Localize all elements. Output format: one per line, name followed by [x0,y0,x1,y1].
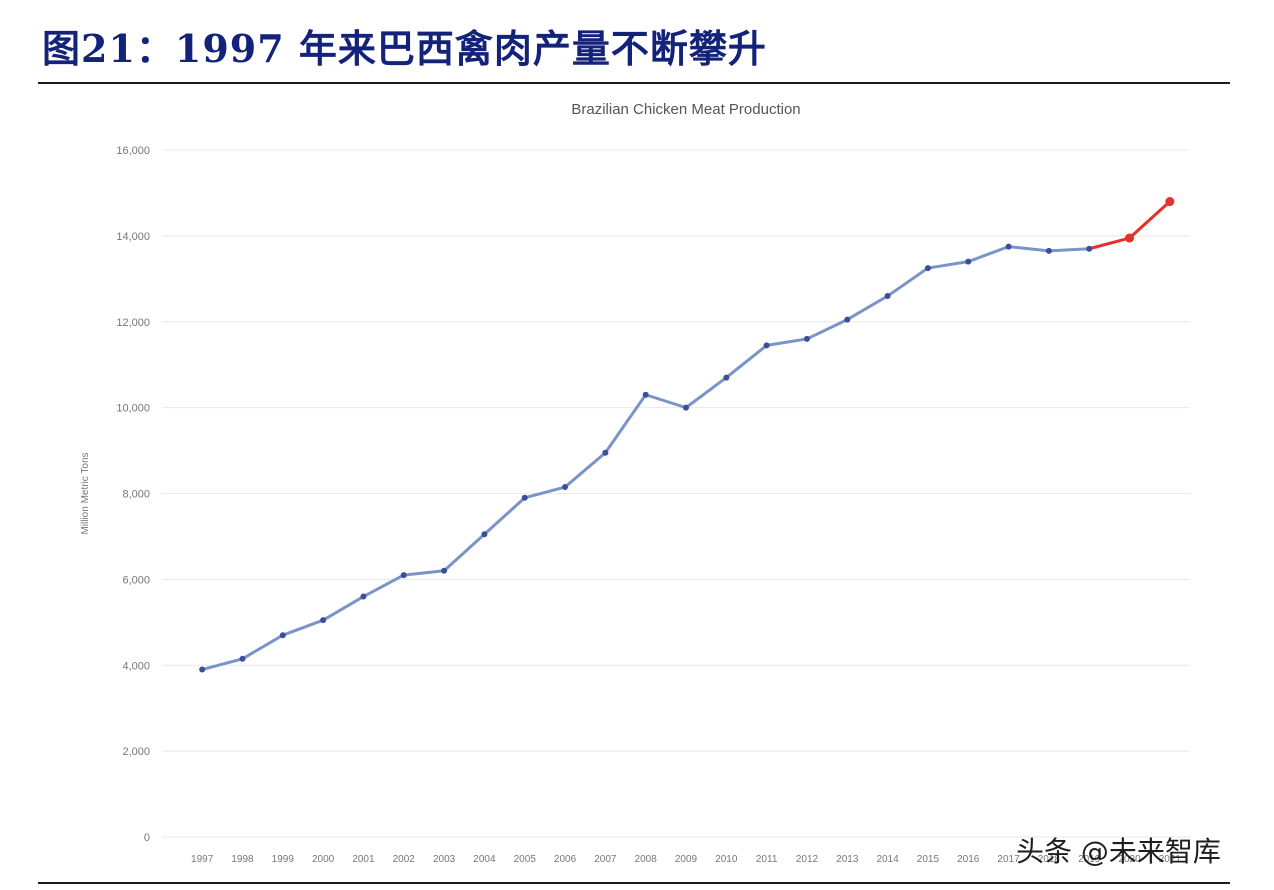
x-tick-label: 1999 [272,854,295,865]
data-point [723,374,730,381]
series-production [201,200,1171,671]
chart-title: Brazilian Chicken Meat Production [571,101,800,118]
x-tick-label: 2019 [1078,854,1101,865]
data-point [803,335,810,342]
x-tick-label: 2004 [473,854,496,865]
data-point [562,484,569,491]
data-point [1045,247,1052,254]
y-tick-label: 16,000 [116,145,150,157]
x-tick-label: 2005 [514,854,537,865]
y-axis-ticks: 0 2,000 4,000 6,000 8,000 10,000 12,000 14,000 1… [116,145,150,844]
data-point [320,617,327,624]
y-tick-label: 8,000 [122,489,150,501]
data-point [279,632,286,639]
x-tick-label: 2000 [312,854,335,865]
y-axis-label: Million Metric Tons [80,452,91,534]
x-tick-label: 2021 [1159,854,1182,865]
y-tick-label: 4,000 [122,660,150,672]
x-tick-label: 1997 [191,854,214,865]
x-tick-label: 2002 [393,854,416,865]
data-point [1125,233,1135,243]
data-point [481,531,488,538]
x-tick-label: 2003 [433,854,456,865]
data-points [199,197,1175,673]
series-line-actual [201,245,1090,671]
data-point [844,316,851,323]
x-tick-label: 2001 [352,854,375,865]
y-tick-label: 12,000 [116,317,150,329]
data-point [683,404,689,411]
data-point [400,572,407,579]
x-tick-label: 2015 [917,854,940,865]
y-tick-label: 10,000 [116,403,150,415]
figure-title: 图21：1997 年来巴西禽肉产量不断攀升 [42,26,767,71]
x-tick-label: 2018 [1038,854,1061,865]
x-tick-label: 2006 [554,854,577,865]
data-point [884,292,891,299]
x-tick-label: 2012 [796,854,819,865]
watermark: 头条 @未来智库 [1016,835,1221,868]
data-point [199,666,206,673]
x-tick-label: 2016 [957,854,980,865]
x-tick-label: 2010 [715,854,738,865]
y-tick-label: 14,000 [116,231,150,243]
data-point [1086,245,1093,252]
data-point [763,342,770,349]
data-point [441,567,448,574]
data-point [1165,197,1175,207]
x-axis-ticks: 1997 1998 1999 2000 2001 2002 2003 2004 2005 2006… [191,854,1181,865]
x-tick-label: 2007 [594,854,617,865]
x-tick-label: 2020 [1118,854,1141,865]
data-point [602,449,609,456]
grid-lines [162,149,1190,838]
bottom-rule [38,882,1230,884]
y-tick-label: 0 [144,832,150,844]
x-tick-label: 2009 [675,854,698,865]
data-point [360,593,367,600]
x-tick-label: 2014 [876,854,899,865]
x-tick-label: 1998 [231,854,254,865]
data-point [521,494,528,501]
x-tick-label: 2017 [997,854,1020,865]
data-point [239,655,246,662]
x-tick-label: 2013 [836,854,859,865]
data-point [965,258,972,265]
data-point [1005,243,1012,250]
y-tick-label: 6,000 [122,574,150,586]
x-tick-label: 2008 [635,854,658,865]
data-point [642,391,649,398]
y-tick-label: 2,000 [122,746,150,758]
top-rule [38,82,1230,84]
data-point [924,265,931,272]
x-tick-label: 2011 [756,854,778,865]
